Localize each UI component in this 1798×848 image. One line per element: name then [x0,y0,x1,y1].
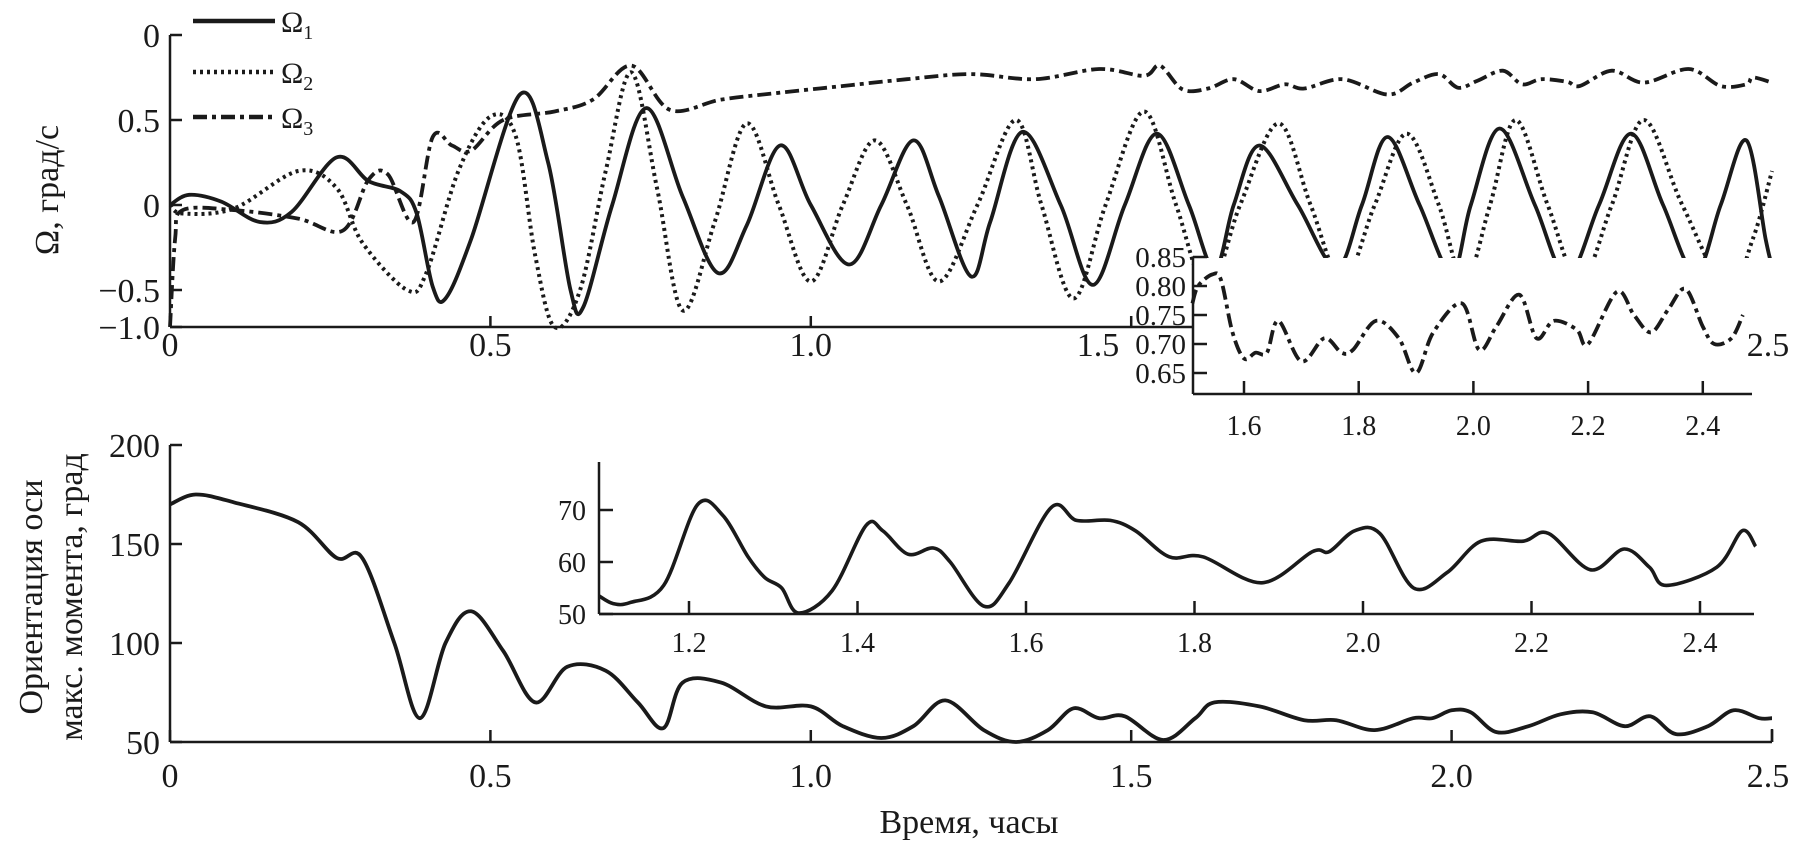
top-x-tick-label: 0 [162,327,179,364]
top-inset-x-tick-label: 1.8 [1341,411,1376,442]
top-inset-y-tick-label: 0.65 [1135,358,1186,390]
bottom-x-tick-label: 2.5 [1747,758,1790,795]
top-y-tick-label: −0.5 [98,273,160,310]
bottom-inset-y-tick-label: 60 [558,548,586,579]
x-axis-label: Время, часы [879,804,1058,841]
top-panel-axes: 00.50−0.5−1.0 0 0.5 1.0 1.5 2.5 [98,18,1789,364]
top-inset-x-tick-label: 2.4 [1685,411,1720,442]
series-Ω1-line [168,90,1774,317]
top-inset-y-tick-label: 0.85 [1135,242,1186,274]
bottom-inset-x-tick-label: 2.0 [1346,628,1381,659]
legend-subscript: 1 [303,22,313,44]
orientation-line [169,492,1773,744]
bottom-inset-x-tick-label: 1.6 [1009,628,1044,659]
legend-symbol: Ω [281,6,303,39]
top-x-tick-label: 1.5 [1077,327,1120,364]
legend-symbol: Ω [281,57,303,90]
top-inset-omega3: 0.850.800.750.700.65 1.6 1.8 2.0 2.2 2.4 [1135,242,1752,442]
bottom-inset-x-tick-label: 1.8 [1177,628,1212,659]
legend-symbol: Ω [281,102,303,135]
top-inset-x-tick-label: 2.2 [1571,411,1606,442]
legend-label-Ω2: Ω2 [281,57,313,95]
top-inset-x-tick-label: 1.6 [1227,411,1262,442]
top-inset-y-tick-label: 0.80 [1135,271,1186,303]
bottom-inset-y-tick-label: 50 [558,600,586,631]
bottom-inset-y-tick-label: 70 [558,496,586,527]
series-Ω3-line [168,63,1773,328]
bottom-x-tick-label: 0 [162,758,179,795]
legend-label-Ω1: Ω1 [281,6,313,44]
bottom-y-tick-label: 50 [126,725,160,762]
bottom-x-tick-label: 1.5 [1110,758,1153,795]
top-y-axis-label: Ω, град/с [29,125,66,255]
bottom-inset-x-tick-label: 1.4 [840,628,875,659]
bottom-y-tick-label: 150 [109,527,160,564]
top-y-tick-label: 0 [143,188,160,225]
top-panel-omega [168,63,1774,331]
bottom-inset-orientation: 70 60 50 1.2 1.4 1.6 1.8 2.0 2.2 2.4 [558,462,1758,659]
series-Ω2-line [168,70,1774,331]
top-y-tick-label: −1.0 [98,310,160,347]
bottom-inset-x-tick-label: 2.4 [1683,628,1718,659]
top-inset-x-tick-label: 2.0 [1456,411,1491,442]
bottom-inset-x-tick-label: 2.2 [1514,628,1549,659]
bottom-x-tick-label: 0.5 [469,758,512,795]
legend-subscript: 2 [303,73,313,95]
bottom-y-tick-label: 200 [109,428,160,465]
bottom-inset-x-tick-label: 1.2 [672,628,707,659]
legend-subscript: 3 [303,118,313,140]
bottom-x-tick-label: 1.0 [790,758,833,795]
legend-label-Ω3: Ω3 [281,102,313,140]
top-x-tick-label: 0.5 [469,327,512,364]
top-y-tick-label: 0 [143,18,160,55]
top-inset-y-tick-label: 0.75 [1135,300,1186,332]
bottom-y-axis-label-line2: макс. момента, град [53,453,90,741]
bottom-y-axis-label-line1: Ориентация оси [13,479,50,714]
bottom-inset-orientation-line [597,498,1758,615]
bottom-x-tick-label: 2.0 [1430,758,1473,795]
top-y-tick-label: 0.5 [118,103,161,140]
top-x-tick-label: 2.5 [1747,327,1790,364]
bottom-y-tick-label: 100 [109,626,160,663]
top-inset-y-tick-label: 0.70 [1135,329,1186,361]
top-x-tick-label: 1.0 [790,327,833,364]
top-inset-omega3-line [1190,271,1745,375]
